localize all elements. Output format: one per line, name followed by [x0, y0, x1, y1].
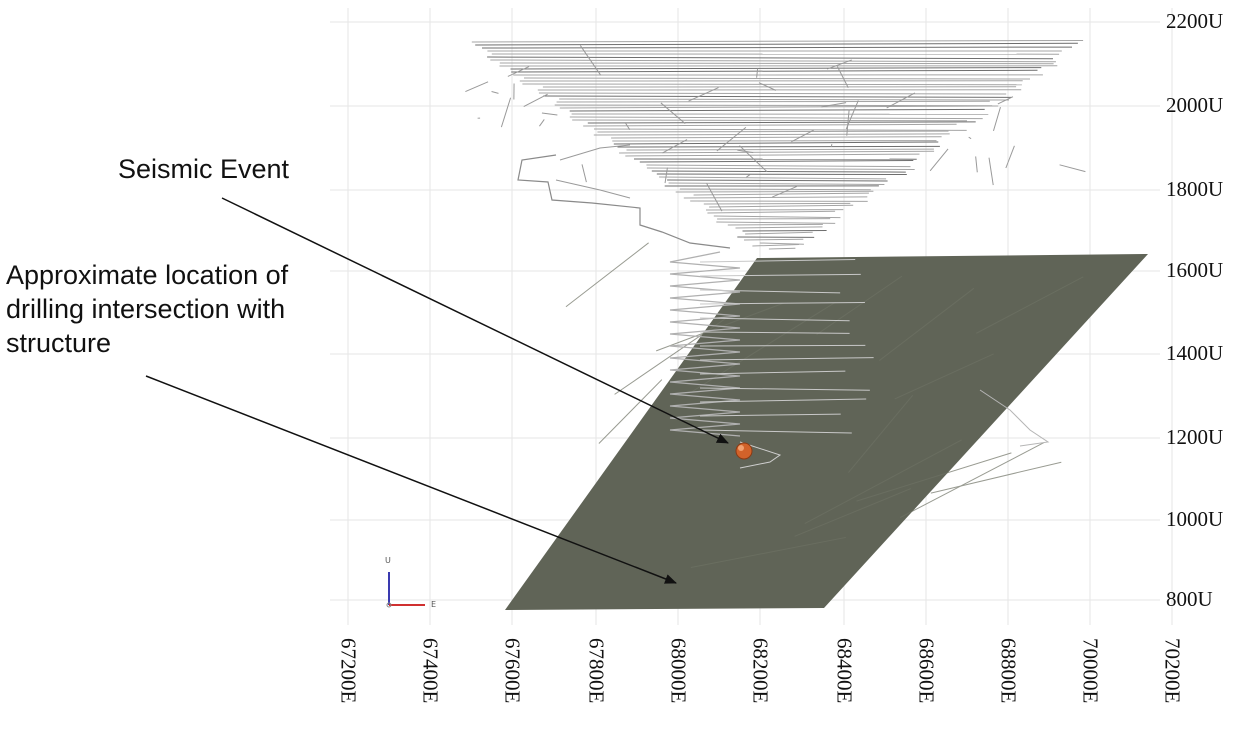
mine-workings [465, 41, 1085, 250]
easting-tick-label: 67200E [333, 638, 363, 730]
seismic-event-marker [736, 443, 752, 459]
easting-tick-label: 67800E [581, 638, 611, 730]
easting-tick-label: 68200E [745, 638, 775, 730]
drilling-intersection-label: Approximate location of drilling interse… [6, 258, 366, 360]
elevation-tick-label: 1000U [1166, 507, 1223, 532]
elevation-tick-label: 1800U [1166, 177, 1223, 202]
easting-tick-label: 70200E [1157, 638, 1187, 730]
easting-tick-label: 68800E [993, 638, 1023, 730]
elevation-tick-label: 2200U [1166, 9, 1223, 34]
easting-tick-label: 70000E [1075, 638, 1105, 730]
elevation-tick-label: 2000U [1166, 93, 1223, 118]
easting-tick-label: 68600E [911, 638, 941, 730]
seismic-event-highlight [738, 445, 744, 451]
easting-tick-label: 68000E [663, 638, 693, 730]
easting-tick-label: 67400E [415, 638, 445, 730]
elevation-tick-label: 1400U [1166, 341, 1223, 366]
elevation-tick-label: 800U [1166, 587, 1213, 612]
triad-east-label: E [431, 600, 436, 609]
seismic-event-label: Seismic Event [118, 152, 289, 186]
elevation-tick-label: 1600U [1166, 258, 1223, 283]
easting-tick-label: 68400E [829, 638, 859, 730]
triad-up-label: U [385, 556, 391, 565]
elevation-tick-label: 1200U [1166, 425, 1223, 450]
easting-tick-label: 67600E [497, 638, 527, 730]
orientation-triad [387, 572, 425, 607]
